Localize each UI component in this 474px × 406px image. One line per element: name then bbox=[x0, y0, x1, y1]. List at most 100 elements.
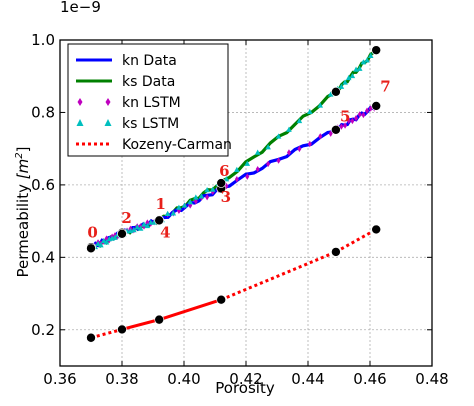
data-point bbox=[371, 45, 382, 55]
kn-lstm-marker bbox=[368, 105, 373, 112]
y-exponent-label: 1e−9 bbox=[60, 0, 101, 16]
y-axis-label: Permeability [m2] bbox=[14, 147, 32, 278]
kn-lstm-marker bbox=[365, 107, 370, 114]
ks-lstm-marker bbox=[141, 221, 147, 227]
legend-item: ks LSTM bbox=[76, 116, 179, 132]
legend-swatch-diamond bbox=[77, 98, 83, 106]
data-point bbox=[371, 224, 382, 235]
x-tick-label: 0.46 bbox=[353, 370, 386, 388]
legend-item: kn LSTM bbox=[77, 95, 181, 111]
ks-lstm-marker bbox=[98, 242, 104, 248]
kn-lstm-marker bbox=[145, 219, 150, 226]
x-tick-label: 0.38 bbox=[105, 370, 138, 388]
ks-lstm-marker bbox=[209, 186, 216, 192]
ks-lstm-marker bbox=[112, 234, 118, 240]
data-point bbox=[216, 178, 226, 188]
kn-lstm-marker bbox=[276, 157, 281, 164]
ks-lstm-marker bbox=[349, 72, 356, 79]
kn-lstm-marker bbox=[297, 145, 302, 153]
point-annotation: 7 bbox=[380, 77, 390, 95]
ks-lstm-marker bbox=[367, 52, 374, 58]
kn-lstm-marker bbox=[234, 176, 239, 183]
ks-lstm-marker bbox=[137, 225, 144, 231]
ks-lstm-marker bbox=[254, 149, 261, 155]
point-annotation: 2 bbox=[121, 209, 131, 227]
axis-ticks: 0.36 0.38 0.40 0.42 0.44 0.46 0.48 0.2 0.4 0.6 0.8… bbox=[31, 31, 449, 388]
data-point bbox=[331, 86, 341, 97]
kn-lstm-marker bbox=[210, 188, 215, 196]
x-tick-label: 0.48 bbox=[415, 370, 448, 388]
ks-lstm-marker bbox=[193, 194, 199, 200]
point-annotation: 5 bbox=[340, 108, 350, 126]
data-point bbox=[154, 215, 164, 226]
kn-lstm-marker bbox=[245, 173, 250, 180]
data-point bbox=[331, 247, 341, 257]
ks-lstm-marker bbox=[144, 222, 151, 229]
ks-lstm-marker bbox=[364, 57, 370, 63]
kn-lstm-marker bbox=[343, 122, 348, 129]
kozeny-carman-segment bbox=[335, 228, 377, 254]
ks-lstm-marker bbox=[307, 108, 313, 114]
data-point bbox=[86, 243, 96, 254]
ks-lstm-marker bbox=[170, 210, 177, 216]
ks-lstm-marker bbox=[204, 187, 210, 193]
point-annotation: 3 bbox=[221, 188, 231, 206]
ks-lstm-marker bbox=[131, 227, 137, 233]
kozeny-carman-segment bbox=[220, 250, 337, 302]
data-point bbox=[154, 314, 164, 325]
data-point bbox=[117, 324, 127, 335]
point-annotation: 4 bbox=[160, 223, 170, 241]
legend-swatch-triangle bbox=[76, 119, 84, 126]
ks-lstm-marker bbox=[342, 79, 348, 85]
ks-lstm-marker bbox=[181, 202, 188, 208]
data-points bbox=[86, 45, 382, 343]
ks-lstm-marker bbox=[317, 102, 324, 108]
kn-lstm-marker bbox=[354, 114, 359, 122]
kozeny-carman-segment bbox=[121, 318, 160, 331]
kozeny-carman-segment bbox=[90, 327, 123, 340]
kn-lstm-marker bbox=[266, 160, 271, 168]
ks-lstm-marker bbox=[187, 199, 193, 205]
data-point bbox=[216, 294, 226, 305]
data-point bbox=[117, 228, 127, 239]
legend-label: kn Data bbox=[122, 53, 177, 69]
y-tick-label: 0.4 bbox=[31, 248, 55, 266]
y-tick-label: 0.6 bbox=[31, 176, 55, 194]
kn-lstm-marker bbox=[350, 117, 355, 125]
legend: kn Data ks Data kn LSTM ks LSTM Kozeny-Carma… bbox=[67, 43, 232, 157]
legend-item: ks Data bbox=[76, 74, 175, 90]
data-point bbox=[371, 101, 382, 111]
x-tick-label: 0.44 bbox=[291, 370, 324, 388]
ks-lstm-marker bbox=[198, 193, 205, 199]
point-annotations: 0 1 2 3 4 5 6 7 bbox=[87, 77, 390, 241]
kn-lstm-marker bbox=[361, 111, 366, 119]
kn-lstm-marker bbox=[255, 165, 260, 173]
data-point bbox=[331, 125, 341, 135]
legend-item: kn Data bbox=[76, 53, 177, 69]
ks-lstm-marker bbox=[164, 210, 171, 216]
x-tick-label: 0.36 bbox=[43, 370, 76, 388]
ks-lstm-marker bbox=[244, 160, 251, 166]
legend-label: kn LSTM bbox=[122, 95, 181, 111]
y-tick-label: 0.8 bbox=[31, 103, 55, 121]
ks-lstm-marker bbox=[103, 239, 110, 245]
legend-label: ks LSTM bbox=[122, 116, 179, 132]
ks-lstm-marker bbox=[223, 176, 230, 182]
ks-lstm-marker bbox=[134, 224, 141, 230]
ks-lstm-marker bbox=[338, 83, 345, 89]
x-tick-label: 0.40 bbox=[167, 370, 200, 388]
ks-lstm-marker bbox=[176, 204, 182, 210]
y-tick-label: 0.2 bbox=[31, 321, 55, 339]
ks-lstm-marker bbox=[360, 59, 367, 65]
kn-lstm-marker bbox=[318, 133, 323, 140]
kozeny-carman-segment bbox=[158, 298, 222, 322]
ks-lstm-marker bbox=[100, 237, 107, 244]
kn-lstm-marker bbox=[205, 193, 210, 201]
point-annotation: 0 bbox=[87, 223, 97, 241]
ks-lstm-marker bbox=[356, 65, 363, 71]
kn-lstm-marker bbox=[357, 111, 362, 118]
ks-lstm-marker bbox=[327, 91, 334, 97]
legend-swatch-diamond bbox=[105, 98, 111, 106]
x-axis-label: Porosity bbox=[215, 379, 275, 397]
